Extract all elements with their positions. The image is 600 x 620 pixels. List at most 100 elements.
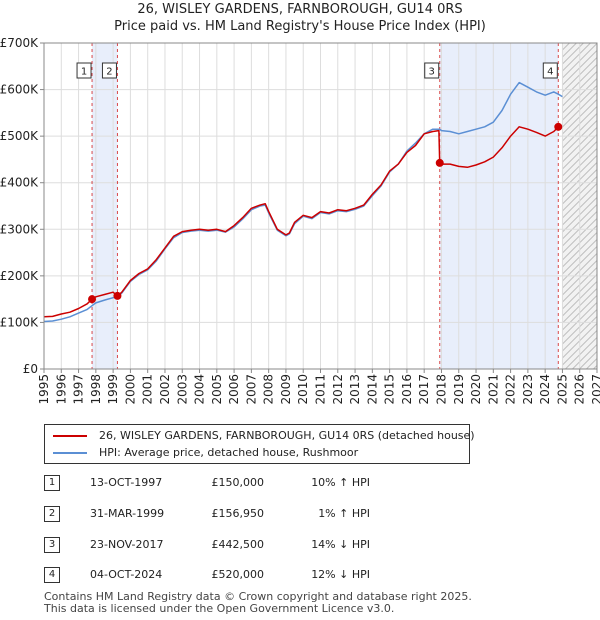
sale-label-text: 2 — [106, 67, 112, 78]
legend: 26, WISLEY GARDENS, FARNBOROUGH, GU14 0R… — [44, 424, 475, 464]
x-tick-label: 2016 — [400, 374, 414, 405]
legend-swatch-hpi — [53, 452, 87, 454]
chart-subtitle: Price paid vs. HM Land Registry's House … — [114, 19, 486, 34]
x-tick-label: 2017 — [417, 374, 431, 405]
x-tick-label: 1995 — [37, 374, 51, 405]
y-tick-label: £500K — [0, 129, 39, 143]
y-tick-label: £700K — [0, 36, 39, 50]
series-lines — [43, 81, 563, 323]
transaction-price: £520,000 — [211, 568, 265, 581]
x-tick-label: 2019 — [452, 374, 466, 405]
hatch-line — [562, 301, 597, 338]
transaction-date: 23-NOV-2017 — [90, 538, 164, 551]
x-tick-label: 2002 — [158, 374, 172, 405]
sale-dot — [435, 158, 444, 167]
transaction-date: 13-OCT-1997 — [90, 476, 163, 489]
sale-label-box — [424, 62, 440, 79]
x-tick-label: 2000 — [123, 374, 137, 405]
sale-dots — [88, 122, 563, 304]
x-tick-label: 2020 — [469, 374, 483, 405]
sale-dot — [113, 291, 122, 300]
y-tick-label: £200K — [0, 269, 39, 283]
hatch-line — [562, 287, 597, 324]
hatch-line — [562, 63, 597, 100]
sale-label-box — [542, 62, 558, 79]
sale-dot — [88, 295, 97, 304]
x-tick-label: 2004 — [193, 374, 207, 405]
x-tick-label: 2010 — [296, 374, 310, 405]
x-tick-label: 2021 — [486, 374, 500, 405]
price-chart: 1 2 3 4 £0 £100K £200K £300K £400K £500K £600K £70… — [0, 36, 600, 405]
x-tick-label: 1998 — [89, 374, 103, 405]
x-tick-label: 2022 — [504, 374, 518, 405]
legend-label-property: 26, WISLEY GARDENS, FARNBOROUGH, GU14 0R… — [99, 429, 475, 442]
sale-markers-lines — [91, 43, 559, 369]
x-tick-label: 2007 — [244, 374, 258, 405]
hatch-line — [562, 189, 597, 226]
y-tick-label: £400K — [0, 176, 39, 190]
legend-swatch-property — [53, 435, 87, 437]
x-tick-label: 1999 — [106, 374, 120, 405]
footer-copyright: Contains HM Land Registry data © Crown c… — [44, 590, 472, 603]
transaction-hpi: 1% ↑ HPI — [318, 507, 370, 520]
x-tick-label: 2014 — [365, 374, 379, 405]
x-tick-label: 2018 — [434, 374, 448, 405]
sale-dot — [554, 122, 563, 131]
x-tick-label: 1996 — [54, 374, 68, 405]
hatch-line — [562, 203, 597, 240]
transaction-hpi: 12% ↓ HPI — [311, 568, 370, 581]
x-tick-label: 2006 — [227, 374, 241, 405]
hatch-line — [562, 308, 597, 345]
hatch-line — [562, 294, 597, 331]
y-axis-ticks: £0 £100K £200K £300K £400K £500K £600K £700K — [0, 36, 44, 376]
transaction-date: 04-OCT-2024 — [90, 568, 163, 581]
transaction-number: 1 — [44, 475, 60, 491]
y-tick-label: £600K — [0, 83, 39, 97]
x-tick-label: 2012 — [331, 374, 345, 405]
hatch-line — [562, 84, 597, 121]
transaction-price: £156,950 — [211, 507, 265, 520]
x-tick-label: 2013 — [348, 374, 362, 405]
transaction-number: 3 — [44, 537, 60, 553]
y-tick-label: £300K — [0, 222, 39, 236]
x-axis-ticks: 1995 1996 1997 1998 1999 2000 2001 2002 2003 2004… — [37, 369, 600, 405]
x-tick-label: 2023 — [521, 374, 535, 405]
x-tick-label: 2024 — [538, 374, 552, 405]
x-tick-label: 2026 — [573, 374, 587, 405]
shaded-period — [439, 43, 559, 369]
hatch-line — [562, 196, 597, 233]
y-tick-label: £100K — [0, 315, 39, 329]
y-tick-label: £0 — [23, 362, 38, 376]
transaction-hpi: 10% ↑ HPI — [311, 476, 370, 489]
transaction-number: 2 — [44, 506, 60, 522]
x-tick-label: 2008 — [262, 374, 276, 405]
chart-title: 26, WISLEY GARDENS, FARNBOROUGH, GU14 0R… — [137, 2, 463, 17]
sale-label-box — [101, 62, 117, 79]
hatch-line — [562, 77, 597, 114]
sale-label-text: 4 — [547, 67, 553, 78]
x-tick-label: 2027 — [590, 374, 600, 405]
sale-label-box — [76, 62, 92, 79]
transaction-date: 31-MAR-1999 — [90, 507, 165, 520]
sale-labels: 1 2 3 4 — [76, 62, 558, 79]
sale-label-text: 1 — [81, 67, 87, 78]
hatch-line — [562, 280, 597, 317]
hatch-line — [562, 182, 597, 219]
sale-label-text: 3 — [429, 67, 435, 78]
x-tick-label: 2003 — [175, 374, 189, 405]
x-tick-label: 2009 — [279, 374, 293, 405]
x-tick-label: 2005 — [210, 374, 224, 405]
hatch-line — [562, 91, 597, 128]
transaction-hpi: 14% ↓ HPI — [311, 538, 370, 551]
x-tick-label: 2001 — [141, 374, 155, 405]
hatch-line — [562, 70, 597, 107]
transaction-price: £442,500 — [211, 538, 265, 551]
x-tick-label: 1997 — [72, 374, 86, 405]
transaction-number: 4 — [44, 567, 60, 583]
legend-label-hpi: HPI: Average price, detached house, Rush… — [99, 446, 359, 459]
x-tick-label: 2015 — [383, 374, 397, 405]
x-tick-label: 2025 — [555, 374, 569, 405]
hatch-line — [562, 175, 597, 212]
footer-licence: This data is licensed under the Open Gov… — [44, 602, 395, 615]
transaction-price: £150,000 — [211, 476, 265, 489]
